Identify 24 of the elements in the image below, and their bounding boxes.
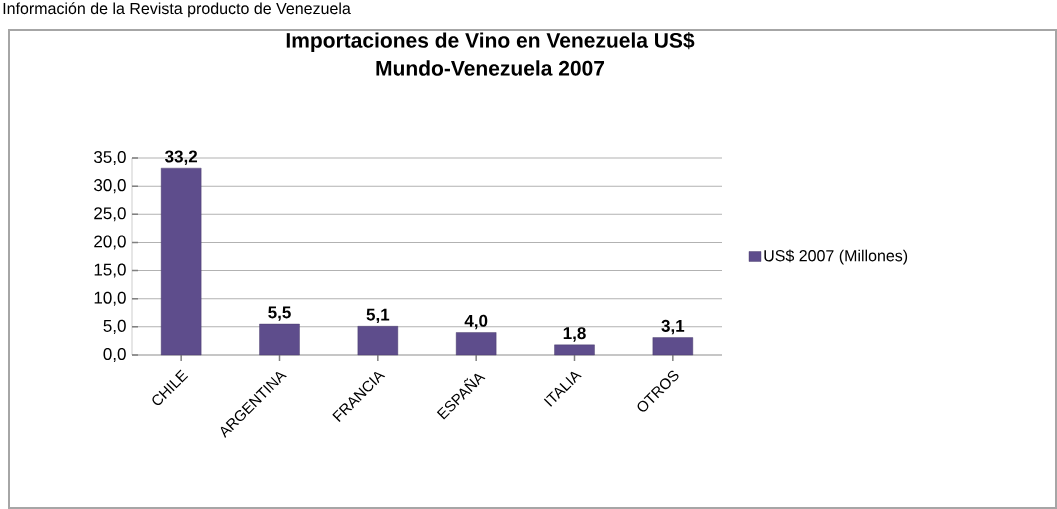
bar <box>357 326 399 356</box>
y-tick-label: 15,0 <box>94 263 126 278</box>
legend-label: US$ 2007 (Millones) <box>764 249 908 265</box>
data-label: 5,1 <box>366 308 390 324</box>
data-label: 4,0 <box>464 314 488 330</box>
y-tick-label: 20,0 <box>94 235 126 250</box>
y-tick-label: 30,0 <box>94 179 126 194</box>
y-tick-label: 5,0 <box>103 319 126 334</box>
chart-title: Importaciones de Vino en Venezuela US$ <box>286 32 695 52</box>
chart-subtitle: Mundo-Venezuela 2007 <box>376 60 605 76</box>
bar <box>652 337 694 356</box>
y-tick-label: 0,0 <box>103 347 126 363</box>
bar <box>554 344 595 356</box>
bar <box>160 167 202 356</box>
y-tick-label: 10,0 <box>94 291 126 306</box>
y-tick-label: 35,0 <box>94 150 126 166</box>
bar <box>259 323 300 356</box>
data-label: 5,5 <box>268 306 291 321</box>
bar <box>455 332 497 356</box>
data-label: 1,8 <box>563 327 586 342</box>
y-tick-label: 25,0 <box>94 207 126 222</box>
data-label: 33,2 <box>165 150 198 165</box>
text: Información de la Revista producto de Venezuela <box>3 2 351 18</box>
data-label: 3,1 <box>661 319 685 335</box>
